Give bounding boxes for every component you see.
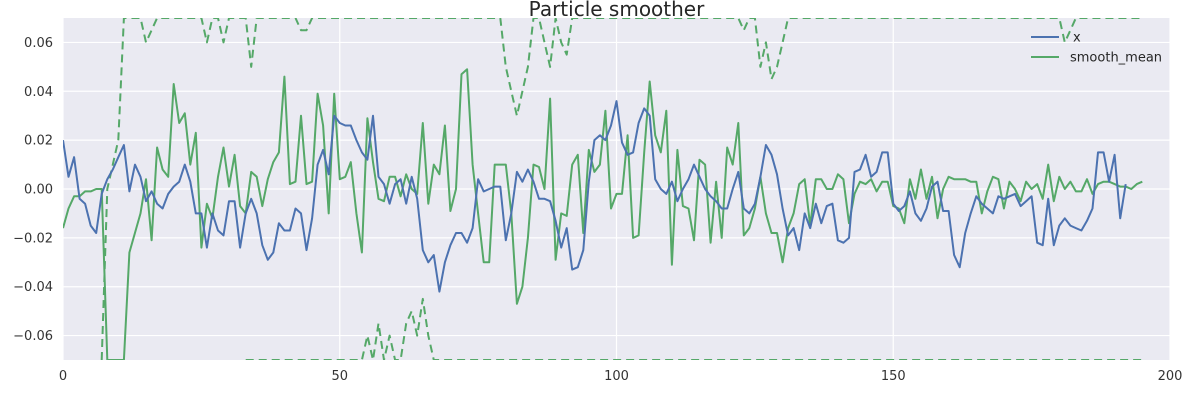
- y-tick-label: −0.06: [13, 329, 53, 344]
- x-tick-label: 50: [331, 369, 348, 384]
- legend-label: smooth_mean: [1070, 51, 1162, 66]
- y-tick-label: 0.02: [24, 134, 53, 149]
- y-tick-label: −0.04: [13, 280, 53, 295]
- series-line-smooth-mean: [63, 68, 1143, 360]
- y-tick-label: −0.02: [13, 231, 53, 246]
- grid: [62, 18, 1171, 360]
- y-tick-label: 0.06: [24, 36, 53, 51]
- x-tick-label: 150: [881, 369, 906, 384]
- interval-bound-line: [100, 18, 1143, 360]
- y-tick-label: 0.04: [24, 85, 53, 100]
- y-tick-label: 0.00: [24, 183, 53, 198]
- legend-label: x: [1073, 31, 1081, 46]
- tick-labels: 0 50 100 150 200 −0.06 −0.04 −0.02 0.00 0.02 0.04 0…: [13, 36, 1182, 384]
- series-line-x: [63, 100, 1127, 293]
- x-tick-label: 200: [1158, 369, 1183, 384]
- chart-title: Particle smoother: [529, 0, 705, 21]
- x-tick-label: 0: [59, 369, 67, 384]
- legend: x smooth_mean: [1031, 31, 1162, 66]
- series-layer: [63, 18, 1143, 360]
- x-tick-label: 100: [604, 369, 629, 384]
